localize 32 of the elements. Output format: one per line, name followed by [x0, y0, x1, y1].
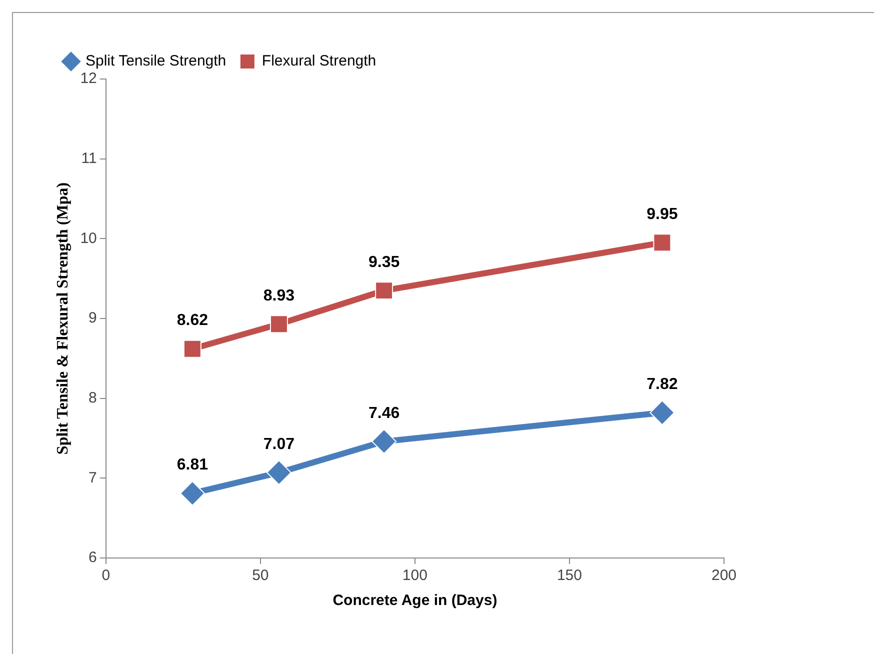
- point: [270, 315, 288, 334]
- point: [266, 460, 292, 486]
- y-axis-title: Split Tensile & Flexural Strength (Mpa): [54, 182, 72, 455]
- point: [650, 400, 675, 426]
- data-label: 9.35: [368, 254, 400, 271]
- y-tick-label: 10: [80, 230, 97, 247]
- point: [183, 340, 202, 358]
- x-tick-label: 200: [711, 567, 737, 584]
- y-tick-label: 6: [88, 549, 97, 566]
- x-tick-label: 0: [102, 567, 110, 584]
- legend-label: Flexural Strength: [262, 52, 376, 70]
- data-label: 8.93: [263, 287, 295, 304]
- y-tick-label: 12: [80, 70, 97, 88]
- y-tick-label: 11: [81, 150, 97, 167]
- data-label: 7.07: [263, 436, 295, 453]
- data-label: 7.82: [646, 376, 678, 394]
- point: [653, 234, 672, 252]
- x-tick-label: 50: [252, 567, 269, 584]
- y-tick-label: 7: [88, 469, 97, 486]
- point: [180, 480, 205, 506]
- data-label: 7.46: [368, 404, 400, 422]
- data-label: 6.81: [176, 456, 208, 474]
- y-tick-label: 8: [88, 389, 97, 406]
- data-label: 8.62: [176, 312, 208, 330]
- x-tick-label: 100: [402, 567, 428, 584]
- point: [375, 282, 394, 300]
- point: [372, 428, 397, 454]
- y-tick-label: 9: [88, 310, 97, 327]
- legend-label: Split Tensile Strength: [86, 52, 226, 70]
- data-label: 9.95: [646, 206, 678, 224]
- x-axis-title: Concrete Age in (Days): [332, 592, 498, 610]
- x-tick-label: 150: [556, 567, 582, 584]
